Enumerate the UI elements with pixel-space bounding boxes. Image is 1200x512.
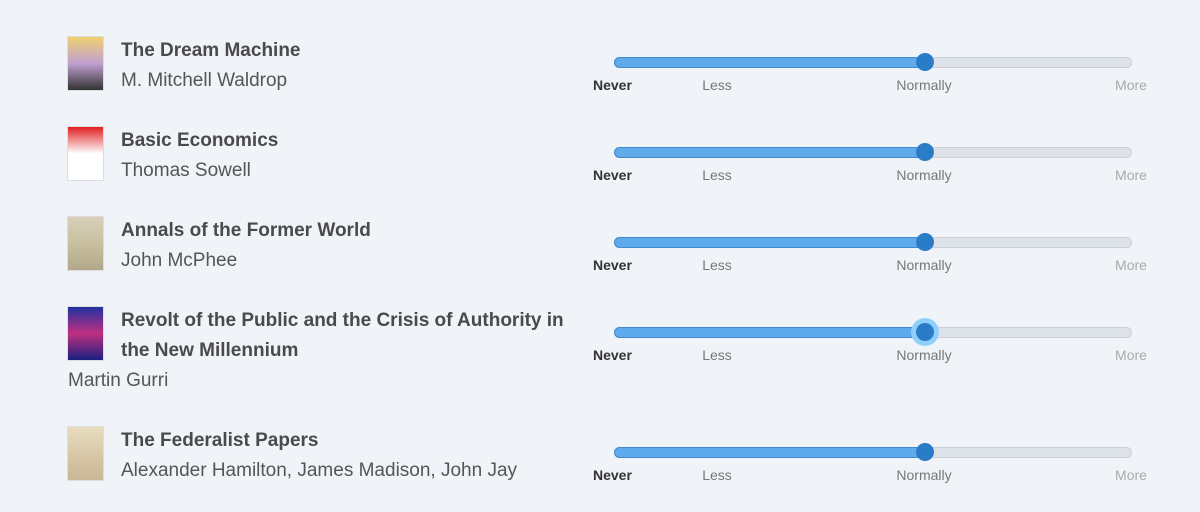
scale-label-normally[interactable]: Normally: [896, 467, 952, 483]
slider-fill: [614, 147, 924, 158]
slider-track[interactable]: [614, 53, 1132, 71]
book-title: Basic Economics: [121, 130, 279, 151]
book-author: Martin Gurri: [68, 370, 169, 391]
scale-label-less[interactable]: Less: [702, 167, 732, 183]
book-title: The Federalist Papers: [121, 430, 319, 451]
slider-thumb[interactable]: [915, 443, 934, 461]
slider-fill: [614, 327, 924, 338]
book-title: Revolt of the Public and the Crisis of A…: [121, 310, 564, 361]
scale-label-never[interactable]: Never: [593, 467, 632, 483]
scale-label-more[interactable]: More: [1115, 167, 1147, 183]
scale-label-normally[interactable]: Normally: [896, 257, 952, 273]
book-author: M. Mitchell Waldrop: [121, 70, 288, 91]
slider-thumb[interactable]: [915, 53, 934, 71]
slider-fill: [614, 57, 924, 68]
book-title: Annals of the Former World: [121, 220, 371, 241]
scale-label-more[interactable]: More: [1115, 467, 1147, 483]
scale-label-less[interactable]: Less: [702, 77, 732, 93]
book-cover-image: [67, 36, 104, 91]
book-cover-image: [67, 426, 104, 481]
book-author: Thomas Sowell: [121, 160, 251, 181]
scale-label-more[interactable]: More: [1115, 347, 1147, 363]
scale-label-never[interactable]: Never: [593, 257, 632, 273]
scale-label-never[interactable]: Never: [593, 167, 632, 183]
scale-label-less[interactable]: Less: [702, 347, 732, 363]
book-author: John McPhee: [121, 250, 238, 271]
scale-label-more[interactable]: More: [1115, 257, 1147, 273]
book-cover-image: [67, 216, 104, 271]
scale-label-less[interactable]: Less: [702, 467, 732, 483]
slider-fill: [614, 447, 924, 458]
scale-label-normally[interactable]: Normally: [896, 347, 952, 363]
book-cover-image: [67, 306, 104, 361]
slider-track[interactable]: [614, 233, 1132, 251]
scale-label-more[interactable]: More: [1115, 77, 1147, 93]
slider-fill: [614, 237, 924, 248]
scale-label-normally[interactable]: Normally: [896, 167, 952, 183]
slider-thumb[interactable]: [915, 323, 934, 341]
scale-label-never[interactable]: Never: [593, 77, 632, 93]
book-title: The Dream Machine: [121, 40, 301, 61]
slider-track[interactable]: [614, 323, 1132, 341]
slider-thumb[interactable]: [915, 233, 934, 251]
scale-label-normally[interactable]: Normally: [896, 77, 952, 93]
scale-label-less[interactable]: Less: [702, 257, 732, 273]
slider-thumb[interactable]: [915, 143, 934, 161]
book-cover-image: [67, 126, 104, 181]
scale-label-never[interactable]: Never: [593, 347, 632, 363]
slider-track[interactable]: [614, 443, 1132, 461]
book-author: Alexander Hamilton, James Madison, John …: [121, 460, 518, 481]
slider-track[interactable]: [614, 143, 1132, 161]
